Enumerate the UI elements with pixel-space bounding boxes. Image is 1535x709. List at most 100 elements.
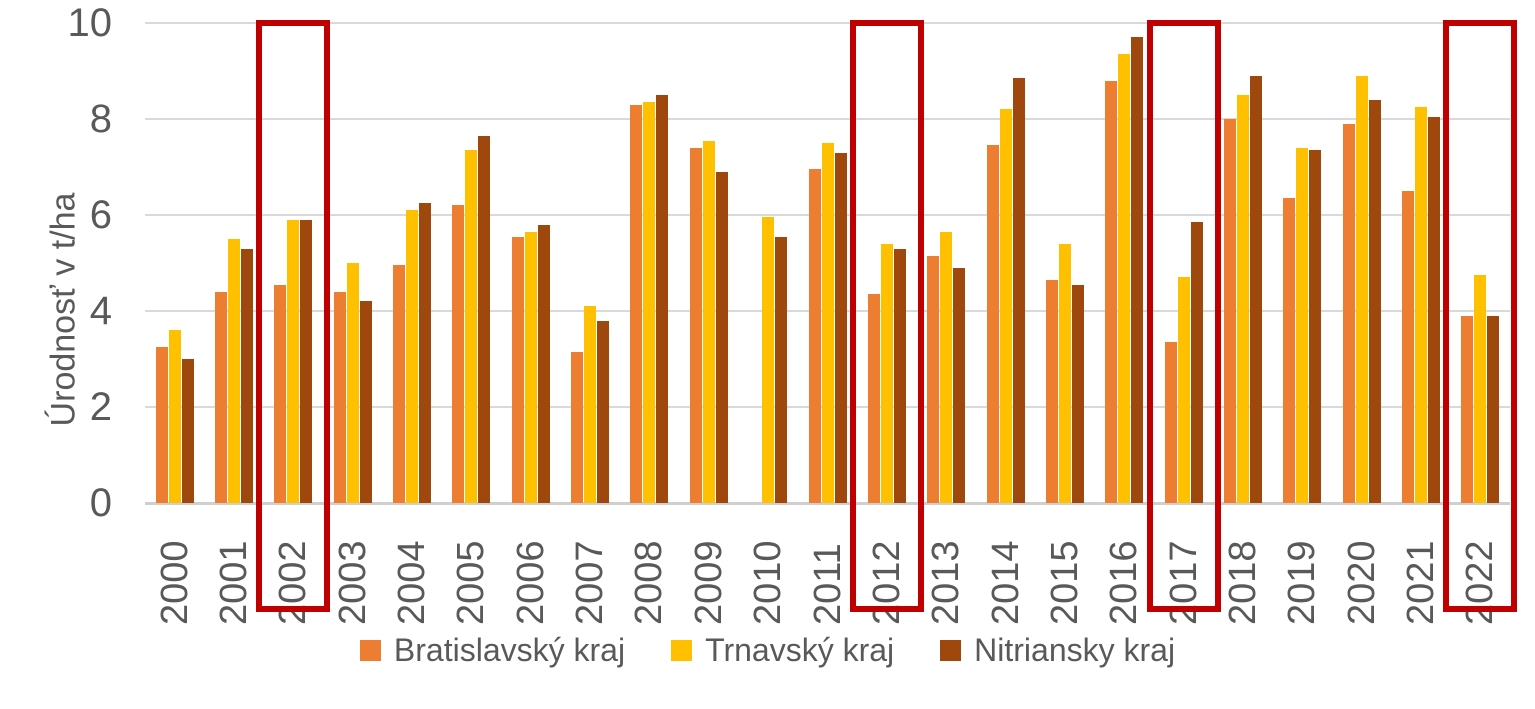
bar-2006-nitriansky-kraj — [537, 224, 550, 503]
bar-2019-trnavsky-kraj — [1296, 147, 1309, 503]
bar-2020-bratislavsky-kraj — [1342, 123, 1355, 503]
legend-label-nitriansky: Nitriansky kraj — [974, 632, 1176, 668]
bar-2009-trnavsky-kraj — [702, 140, 715, 503]
legend-swatch-bratislavsky — [359, 640, 381, 661]
bar-2008-bratislavsky-kraj — [630, 104, 643, 503]
legend-label-bratislavsky: Bratislavský kraj — [393, 632, 626, 668]
y-tick-0: 0 — [89, 481, 112, 525]
bar-2006-bratislavsky-kraj — [511, 236, 524, 503]
bar-2009-nitriansky-kraj — [715, 171, 728, 503]
x-label-2009: 2009 — [687, 540, 730, 625]
bar-2015-nitriansky-kraj — [1071, 284, 1084, 503]
bar-2004-nitriansky-kraj — [419, 203, 432, 503]
bar-2004-trnavsky-kraj — [406, 210, 419, 503]
bar-2017-bratislavsky-kraj — [1164, 342, 1177, 503]
x-label-2018: 2018 — [1221, 540, 1264, 625]
bar-2012-trnavsky-kraj — [880, 243, 893, 503]
bar-2011-bratislavsky-kraj — [808, 169, 821, 503]
x-label-2013: 2013 — [925, 540, 968, 625]
x-label-2021: 2021 — [1399, 540, 1442, 625]
x-label-2007: 2007 — [569, 540, 612, 625]
highlight-box-2012 — [849, 20, 924, 612]
gridline-0 — [145, 502, 1510, 505]
bar-2022-bratislavsky-kraj — [1461, 315, 1474, 503]
highlight-box-2017 — [1146, 20, 1221, 612]
bar-2010-trnavsky-kraj — [762, 217, 775, 503]
y-tick-10: 10 — [67, 1, 113, 45]
bar-2009-bratislavsky-kraj — [689, 147, 702, 503]
x-label-2015: 2015 — [1043, 540, 1086, 625]
bar-2007-trnavsky-kraj — [584, 306, 597, 503]
x-label-2014: 2014 — [984, 540, 1027, 625]
bar-2002-nitriansky-kraj — [300, 219, 313, 503]
bar-2000-nitriansky-kraj — [181, 359, 194, 503]
x-label-2016: 2016 — [1103, 540, 1146, 625]
bar-2016-nitriansky-kraj — [1131, 37, 1144, 503]
x-label-2004: 2004 — [391, 540, 434, 625]
bar-2008-nitriansky-kraj — [656, 95, 669, 503]
bar-2003-bratislavsky-kraj — [333, 291, 346, 503]
legend: Bratislavský kraj Trnavský kraj Nitrians… — [0, 632, 1535, 669]
gridline-10 — [145, 22, 1510, 24]
bar-2005-bratislavsky-kraj — [452, 205, 465, 503]
bar-2012-nitriansky-kraj — [893, 248, 906, 503]
bar-2021-trnavsky-kraj — [1414, 107, 1427, 503]
bar-2019-nitriansky-kraj — [1309, 150, 1322, 503]
bar-2007-bratislavsky-kraj — [571, 351, 584, 503]
bar-2020-nitriansky-kraj — [1368, 99, 1381, 503]
bar-2022-trnavsky-kraj — [1474, 275, 1487, 503]
bar-2000-bratislavsky-kraj — [155, 347, 168, 503]
x-label-2010: 2010 — [747, 540, 790, 625]
bar-2018-trnavsky-kraj — [1236, 95, 1249, 503]
y-tick-8: 8 — [89, 97, 112, 141]
bar-2006-trnavsky-kraj — [524, 231, 537, 503]
bar-2011-nitriansky-kraj — [834, 152, 847, 503]
bar-2002-bratislavsky-kraj — [274, 284, 287, 503]
bar-2013-nitriansky-kraj — [953, 267, 966, 503]
x-label-2011: 2011 — [806, 543, 849, 625]
bar-2016-bratislavsky-kraj — [1105, 80, 1118, 503]
bar-2017-nitriansky-kraj — [1190, 222, 1203, 503]
x-label-2000: 2000 — [153, 540, 196, 625]
bar-2007-nitriansky-kraj — [597, 320, 610, 503]
bar-2014-trnavsky-kraj — [999, 109, 1012, 503]
bar-2018-bratislavsky-kraj — [1223, 119, 1236, 503]
bar-2003-trnavsky-kraj — [346, 263, 359, 503]
bar-2019-bratislavsky-kraj — [1283, 198, 1296, 503]
bar-2013-trnavsky-kraj — [940, 231, 953, 503]
bar-2003-nitriansky-kraj — [359, 301, 372, 503]
bar-2015-trnavsky-kraj — [1058, 243, 1071, 503]
bar-2016-trnavsky-kraj — [1118, 54, 1131, 503]
gridline-8 — [145, 118, 1510, 120]
bar-2002-trnavsky-kraj — [287, 219, 300, 503]
y-tick-2: 2 — [89, 385, 112, 429]
bar-2004-bratislavsky-kraj — [393, 265, 406, 503]
bar-2001-trnavsky-kraj — [228, 239, 241, 503]
bar-2001-bratislavsky-kraj — [215, 291, 228, 503]
x-label-2006: 2006 — [509, 540, 552, 625]
bar-2005-trnavsky-kraj — [465, 150, 478, 503]
x-label-2003: 2003 — [331, 540, 374, 625]
legend-item-trnavsky: Trnavský kraj — [671, 632, 894, 669]
x-label-2020: 2020 — [1340, 540, 1383, 625]
y-tick-4: 4 — [89, 289, 112, 333]
bar-2015-bratislavsky-kraj — [1045, 279, 1058, 503]
bar-2014-nitriansky-kraj — [1012, 78, 1025, 503]
legend-swatch-nitriansky — [940, 640, 962, 661]
highlight-box-2002 — [256, 20, 331, 612]
y-tick-6: 6 — [89, 193, 112, 237]
highlight-box-2022 — [1443, 20, 1518, 612]
x-label-2019: 2019 — [1281, 540, 1324, 625]
bar-2022-nitriansky-kraj — [1487, 315, 1500, 503]
bar-2012-bratislavsky-kraj — [867, 294, 880, 503]
bar-2013-bratislavsky-kraj — [927, 255, 940, 503]
legend-label-trnavsky: Trnavský kraj — [705, 632, 895, 668]
bar-2011-trnavsky-kraj — [821, 143, 834, 503]
bar-2018-nitriansky-kraj — [1249, 75, 1262, 503]
bar-2021-nitriansky-kraj — [1427, 116, 1440, 503]
x-label-2005: 2005 — [450, 540, 493, 625]
x-label-2001: 2001 — [213, 540, 256, 625]
bar-2005-nitriansky-kraj — [478, 135, 491, 503]
bar-2017-trnavsky-kraj — [1177, 277, 1190, 503]
